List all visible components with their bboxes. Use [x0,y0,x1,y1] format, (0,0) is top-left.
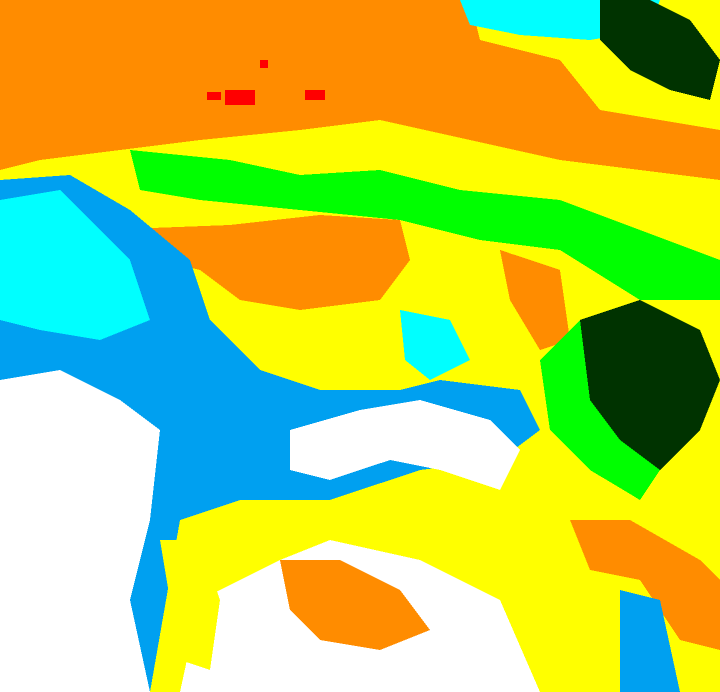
white-southwest [0,370,160,692]
red-cell [225,90,255,105]
orange-south [280,560,430,650]
dark-green-east [580,300,720,470]
yellow-south-island [160,540,220,670]
green-fringe-north [130,150,720,300]
green-east [540,320,660,500]
orange-southeast [570,520,720,650]
dark-green-northeast [600,0,720,100]
red-cell [260,60,268,68]
red-cell [305,90,325,100]
orange-band-north [0,0,720,180]
orange-east [500,250,570,350]
orange-central [100,215,410,310]
red-cell [207,92,221,100]
blue-southeast [620,590,680,692]
white-center [290,400,520,490]
cyan-center [400,310,470,380]
cyan-west [0,190,150,340]
